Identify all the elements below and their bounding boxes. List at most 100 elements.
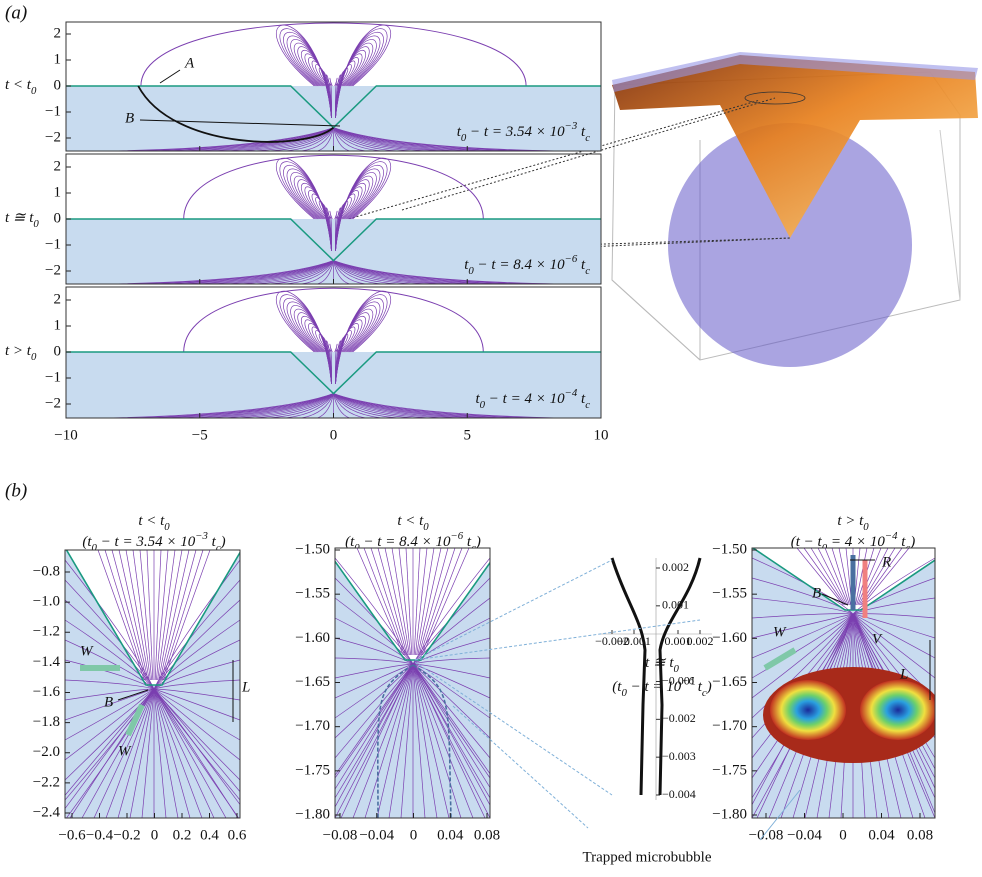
label-text: (t0 − t = 10−6 tc) — [612, 675, 711, 699]
connector — [414, 559, 613, 661]
streamline — [129, 688, 155, 818]
streamline — [810, 548, 847, 606]
streamline — [333, 393, 414, 418]
streamline — [752, 577, 854, 615]
streamline — [269, 260, 334, 284]
streamline — [65, 688, 155, 701]
streamline — [377, 548, 408, 656]
streamline — [333, 393, 446, 418]
x-tick-label: 0.08 — [907, 827, 933, 843]
label-text: t > t0 — [837, 513, 869, 533]
text-part: − t = 4 × 10 — [485, 391, 565, 407]
plot-area — [335, 548, 490, 818]
y-tick-label: −1 — [45, 236, 61, 252]
x-tick-label: 0.4 — [200, 827, 219, 843]
text-part: t — [463, 534, 472, 550]
x-tick-label: −0.08 — [749, 827, 784, 843]
streamline — [333, 260, 398, 284]
streamline — [333, 393, 430, 418]
text-part: −6 — [681, 675, 694, 687]
streamline — [412, 637, 490, 665]
streamline — [333, 393, 366, 418]
arrow-w — [125, 703, 145, 737]
interface — [66, 218, 601, 262]
y-tick-label: −1 — [45, 103, 61, 119]
x-tick-label: −0.6 — [58, 827, 86, 843]
streamline — [153, 688, 167, 818]
y-tick-label: −1.70 — [712, 718, 747, 734]
streamline — [412, 663, 474, 818]
annotation: W — [80, 643, 94, 659]
label-text: t0 − t = 4 × 10−4 tc — [475, 387, 590, 411]
text-part: ) — [706, 679, 712, 695]
annotation: V — [872, 631, 883, 647]
y-tick-label: −1.60 — [712, 630, 747, 646]
streamline — [852, 577, 935, 615]
streamline — [285, 260, 334, 284]
label-text: t > t0 — [5, 343, 37, 363]
streamline — [855, 548, 868, 606]
streamline — [237, 393, 334, 418]
y-tick-label: −1.60 — [295, 630, 330, 646]
x-tick-label: −5 — [192, 427, 208, 443]
streamline — [301, 127, 334, 151]
streamline — [400, 663, 414, 818]
streamline — [857, 548, 882, 606]
plot-area — [752, 548, 935, 818]
streamline — [333, 260, 430, 284]
y-tick-label: −0.004 — [662, 787, 696, 801]
streamline — [153, 559, 240, 690]
streamline — [65, 559, 155, 690]
text-part: 0 — [480, 399, 486, 411]
streamline — [333, 393, 559, 418]
bubble-outline — [377, 664, 452, 818]
streamline — [275, 24, 332, 118]
streamline — [391, 548, 410, 656]
streamline — [141, 688, 155, 818]
streamline — [335, 577, 414, 665]
y-tick-label: −2.0 — [33, 744, 60, 760]
streamline — [189, 260, 334, 284]
streamline — [333, 127, 414, 151]
y-tick-label: −1.55 — [712, 586, 747, 602]
streamline — [153, 599, 240, 690]
vortex — [860, 680, 935, 740]
streamline — [333, 127, 559, 151]
arrow — [821, 593, 849, 606]
y-tick-label: −2.2 — [33, 774, 60, 790]
y-tick-label: −1.50 — [712, 541, 747, 557]
y-tick-label: −1.65 — [295, 674, 330, 690]
text-part: 0 — [461, 132, 467, 144]
streamline — [104, 550, 146, 681]
streamline — [418, 548, 449, 656]
y-tick-label: 2 — [54, 25, 62, 41]
streamline — [412, 663, 490, 739]
label-text: t < t0 — [397, 513, 429, 533]
text-part: 0 — [423, 521, 429, 533]
y-tick-label: 1 — [54, 317, 62, 333]
plot-area — [66, 287, 601, 418]
streamline — [317, 393, 334, 418]
render-3d — [611, 52, 978, 367]
streamline — [153, 688, 240, 761]
y-tick-label: 0.002 — [662, 560, 689, 574]
streamline — [852, 613, 935, 679]
streamline — [370, 548, 407, 656]
text-part: − t = 8.4 × 10 — [474, 257, 565, 273]
text-part: ) — [220, 534, 226, 550]
streamline — [412, 663, 490, 775]
streamline — [335, 24, 392, 118]
y-tick-label: −0.002 — [662, 711, 696, 725]
text-part: (t − t — [791, 534, 823, 550]
y-tick-label: −1.80 — [712, 806, 747, 822]
x-tick-label: −0.2 — [113, 827, 140, 843]
streamline — [253, 260, 334, 284]
streamline — [340, 663, 414, 818]
streamline — [111, 550, 148, 681]
streamline — [183, 287, 484, 353]
connector — [759, 789, 801, 841]
frame — [65, 21, 602, 152]
streamline — [189, 393, 334, 418]
y-tick-label: −1.0 — [33, 594, 60, 610]
streamline — [333, 393, 350, 418]
